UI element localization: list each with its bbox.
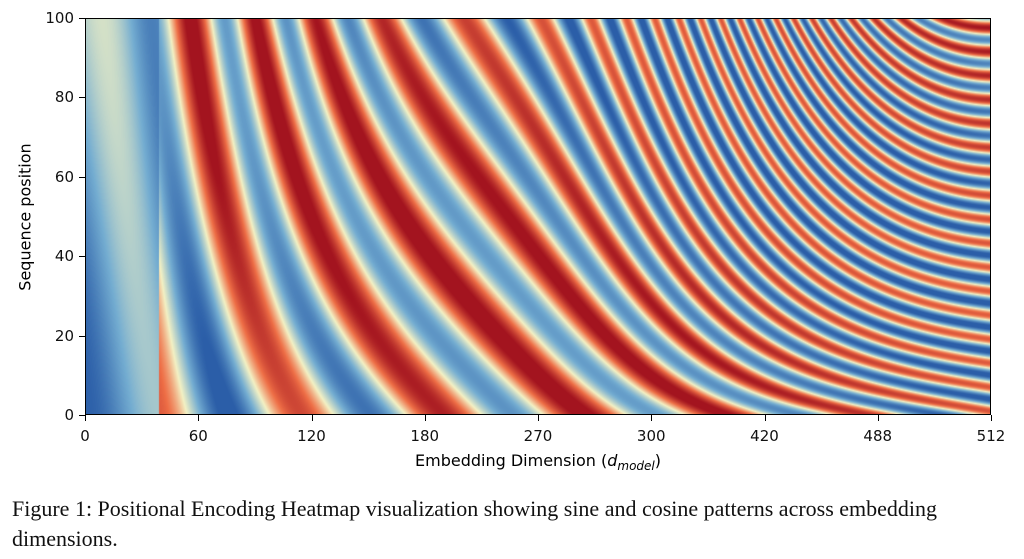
x-tick-label: 120 (297, 427, 326, 445)
plot-area (85, 18, 991, 415)
y-tick-label: 100 (45, 9, 74, 27)
y-tick-mark (79, 97, 85, 99)
x-tick-label: 0 (80, 427, 90, 445)
x-tick-label: 512 (976, 427, 1006, 445)
y-tick-mark (79, 256, 85, 258)
x-tick-mark (991, 415, 992, 421)
x-tick-label: 488 (863, 427, 893, 445)
x-tick-mark (424, 415, 426, 421)
x-tick-label: 60 (188, 427, 208, 445)
x-label-var: d (607, 451, 618, 470)
y-tick-label: 60 (54, 167, 74, 186)
y-tick-mark (79, 18, 85, 19)
x-axis-label: Embedding Dimension (dmodel) (415, 451, 661, 473)
x-label-text: Embedding Dimension ( (415, 451, 608, 470)
x-tick-mark (651, 415, 653, 421)
y-tick-mark (79, 415, 85, 416)
y-tick-label: 20 (54, 326, 74, 345)
y-tick-mark (79, 335, 85, 337)
x-tick-label: 420 (750, 427, 779, 445)
x-tick-mark (538, 415, 539, 421)
y-tick-label: 80 (54, 88, 74, 107)
x-tick-label: 270 (523, 427, 553, 445)
x-tick-mark (85, 415, 86, 421)
y-tick-label: 0 (64, 406, 74, 424)
y-tick-mark (79, 176, 85, 178)
x-tick-label: 180 (410, 427, 440, 445)
x-label-sub: model (617, 459, 655, 474)
x-tick-mark (311, 415, 313, 421)
y-tick-label: 40 (54, 247, 74, 266)
x-tick-mark (198, 415, 200, 421)
x-label-end: ) (654, 451, 661, 470)
x-tick-mark (877, 415, 879, 421)
x-tick-label: 300 (636, 427, 666, 445)
y-axis-label: Sequence position (15, 143, 35, 291)
figure-caption: Figure 1: Positional Encoding Heatmap vi… (12, 496, 938, 551)
x-tick-mark (764, 415, 766, 421)
heatmap-cells (86, 19, 990, 414)
